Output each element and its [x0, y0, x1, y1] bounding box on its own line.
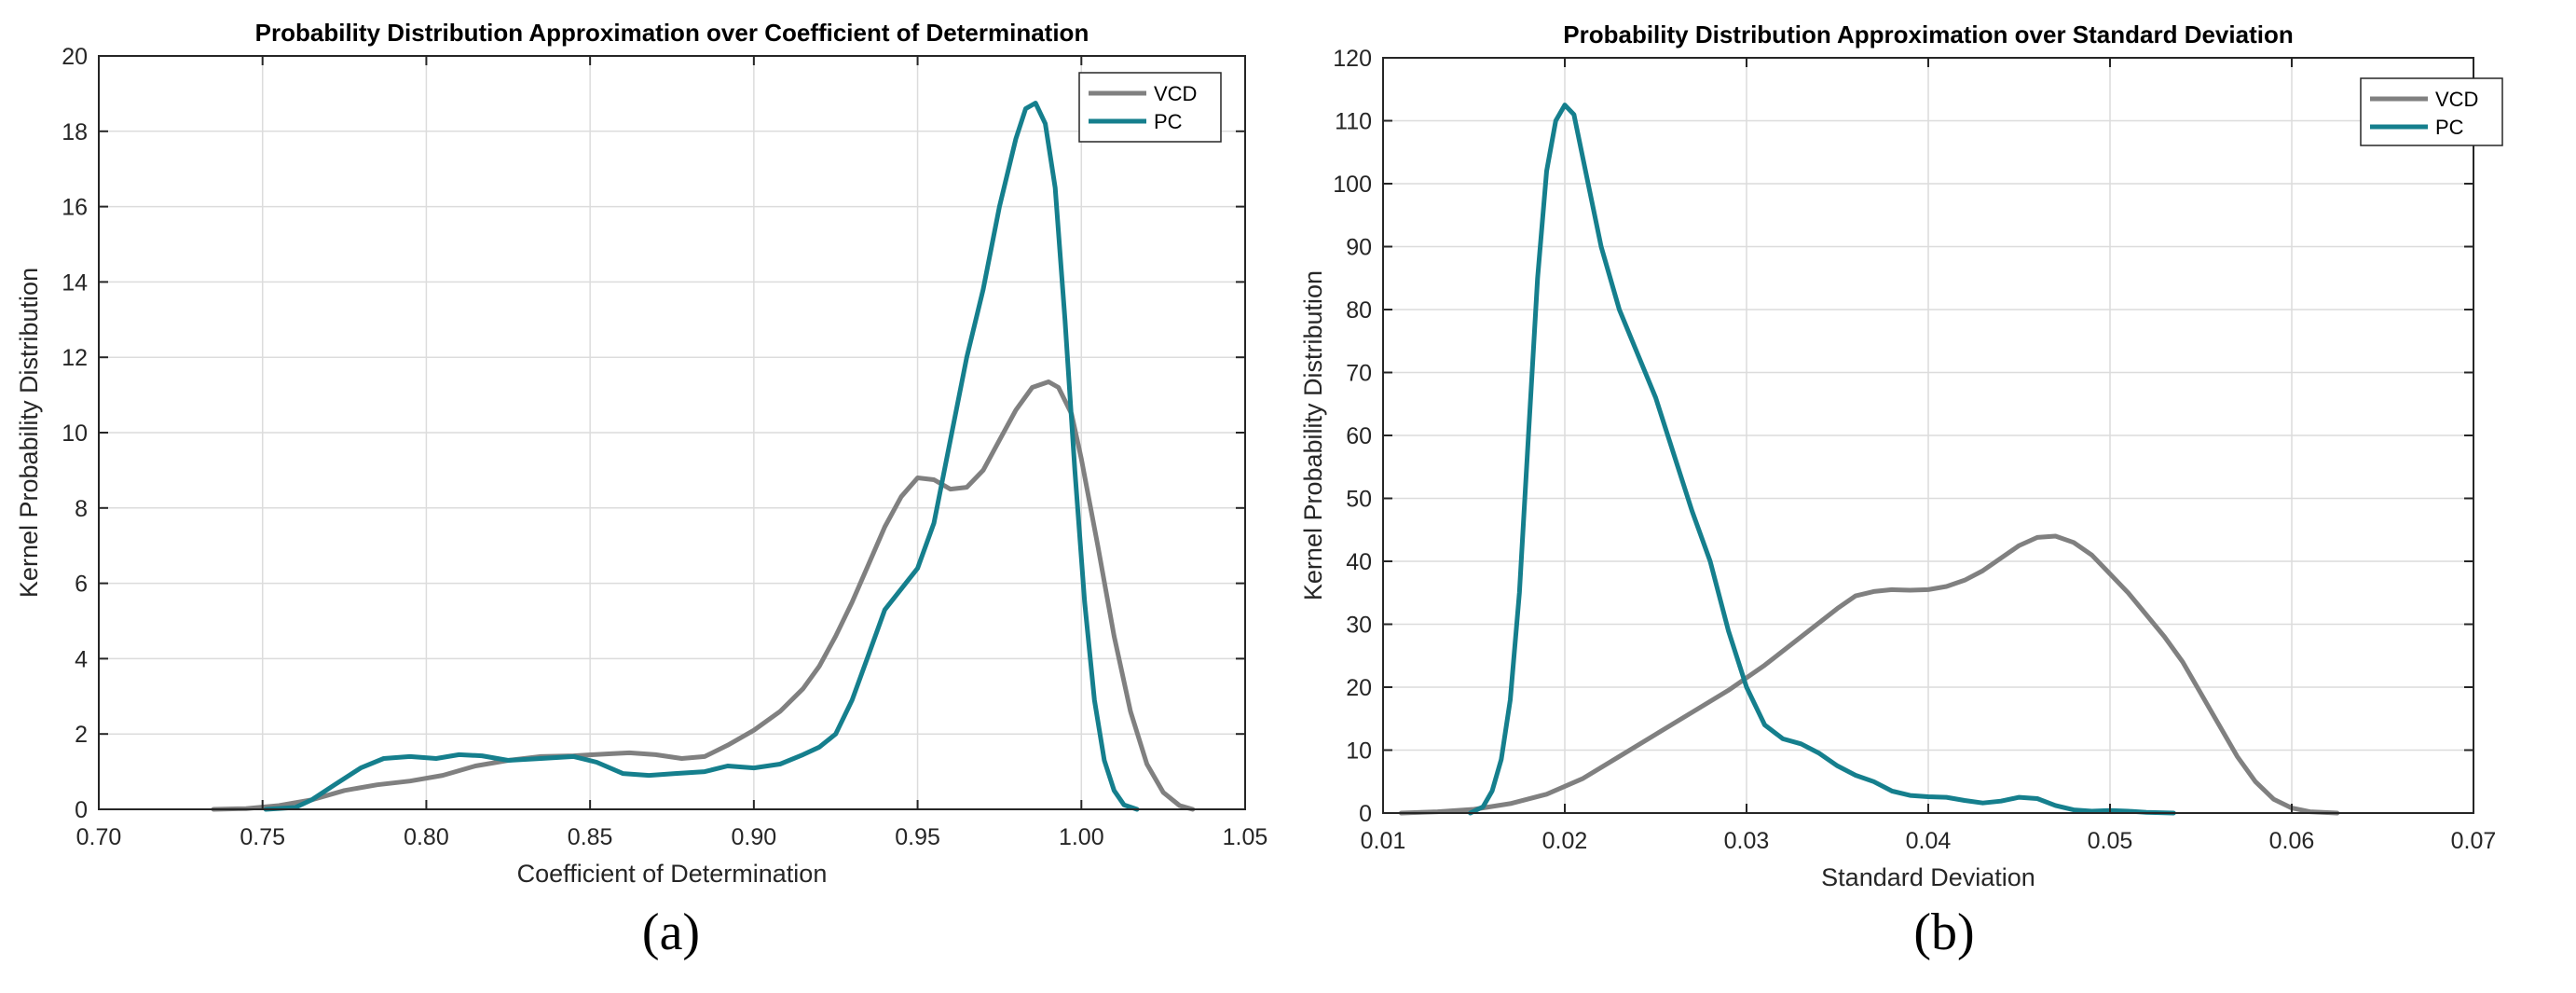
chart-b-ytick-label: 60: [1346, 423, 1372, 449]
chart-a-ytick-label: 2: [75, 722, 88, 748]
chart-a-xtick-label: 1.00: [1059, 824, 1104, 850]
chart-a-xtick-label: 0.70: [76, 824, 122, 850]
chart-b-ytick-label: 70: [1346, 361, 1372, 387]
chart-a-ytick-label: 14: [62, 269, 88, 296]
chart-a-series-vcd: [211, 379, 1196, 812]
chart-a-ytick-label: 6: [75, 572, 88, 598]
chart-a-ytick-label: 20: [62, 44, 88, 70]
chart-a-xtick-label: 0.95: [895, 824, 940, 850]
chart-a-xtick-label: 0.75: [240, 824, 285, 850]
chart-a-ytick-label: 8: [75, 496, 88, 522]
chart-b-legend-label-vcd: VCD: [2435, 88, 2478, 111]
chart-a-xtick-label: 0.90: [732, 824, 777, 850]
chart-a-xtick-label: 0.80: [404, 824, 449, 850]
chart-a-ylabel: Kernel Probability Distribution: [15, 268, 43, 598]
chart-a-ytick-label: 18: [62, 119, 88, 145]
chart-a-ytick-label: 0: [75, 797, 88, 823]
chart-a-xtick-label: 0.85: [568, 824, 613, 850]
chart-a-legend-label-pc: PC: [1154, 110, 1183, 133]
chart-b-ytick-label: 110: [1335, 109, 1372, 135]
chart-a-xtick-label: 1.05: [1223, 824, 1268, 850]
chart-a: 0.70 0.75 0.80 0.85 0.90 0.95 1.00 1.05 0 2 4 6 8 10 1…: [15, 19, 1267, 888]
chart-b-legend: VCD PC: [2360, 77, 2503, 146]
chart-b-xtick-label: 0.07: [2451, 828, 2497, 854]
chart-b-ytick-label: 50: [1346, 487, 1372, 513]
chart-b-ylabel: Kernel Probability Distribution: [1299, 270, 1327, 600]
chart-b-ytick-label: 90: [1346, 235, 1372, 261]
chart-b-xtick-label: 0.05: [2088, 828, 2133, 854]
caption-a: (a): [641, 903, 701, 961]
chart-b-xlabel: Standard Deviation: [1821, 863, 2035, 891]
chart-b-ytick-label: 100: [1333, 172, 1372, 198]
chart-b: 0.01 0.02 0.03 0.04 0.05 0.06 0.07 0 10 20 30 40 50 6…: [1299, 21, 2503, 891]
chart-b-ytick-label: 40: [1346, 549, 1372, 575]
chart-b-xtick-label: 0.02: [1542, 828, 1588, 854]
chart-b-ytick-label: 20: [1346, 675, 1372, 701]
chart-a-ytick-label: 10: [62, 421, 88, 447]
chart-b-legend-box: [2360, 77, 2503, 146]
chart-a-legend-label-vcd: VCD: [1154, 82, 1197, 105]
chart-b-ytick-label: 120: [1333, 46, 1372, 72]
chart-b-xtick-label: 0.04: [1906, 828, 1952, 854]
chart-b-ytick-label: 10: [1346, 738, 1372, 765]
chart-b-series-vcd: [1399, 533, 2340, 816]
chart-a-xlabel: Coefficient of Determination: [517, 860, 828, 888]
chart-b-xtick-label: 0.03: [1724, 828, 1770, 854]
chart-b-legend-label-pc: PC: [2435, 116, 2464, 139]
chart-a-legend-box: [1078, 72, 1222, 143]
chart-b-ytick-label: 0: [1359, 801, 1372, 827]
chart-a-ytick-label: 16: [62, 195, 88, 221]
chart-a-legend: VCD PC: [1078, 72, 1222, 143]
chart-b-ytick-label: 30: [1346, 613, 1372, 639]
chart-a-series-pc: [263, 101, 1140, 812]
chart-b-series-pc: [1468, 103, 2176, 816]
chart-b-xtick-label: 0.06: [2269, 828, 2315, 854]
caption-b: (b): [1913, 903, 1975, 961]
chart-b-xtick-label: 0.01: [1361, 828, 1406, 854]
chart-b-title: Probability Distribution Approximation o…: [1563, 21, 2293, 48]
chart-a-ytick-label: 4: [75, 646, 88, 672]
chart-a-ytick-label: 12: [62, 345, 88, 371]
chart-b-ytick-label: 80: [1346, 297, 1372, 324]
chart-a-title: Probability Distribution Approximation o…: [255, 19, 1089, 47]
